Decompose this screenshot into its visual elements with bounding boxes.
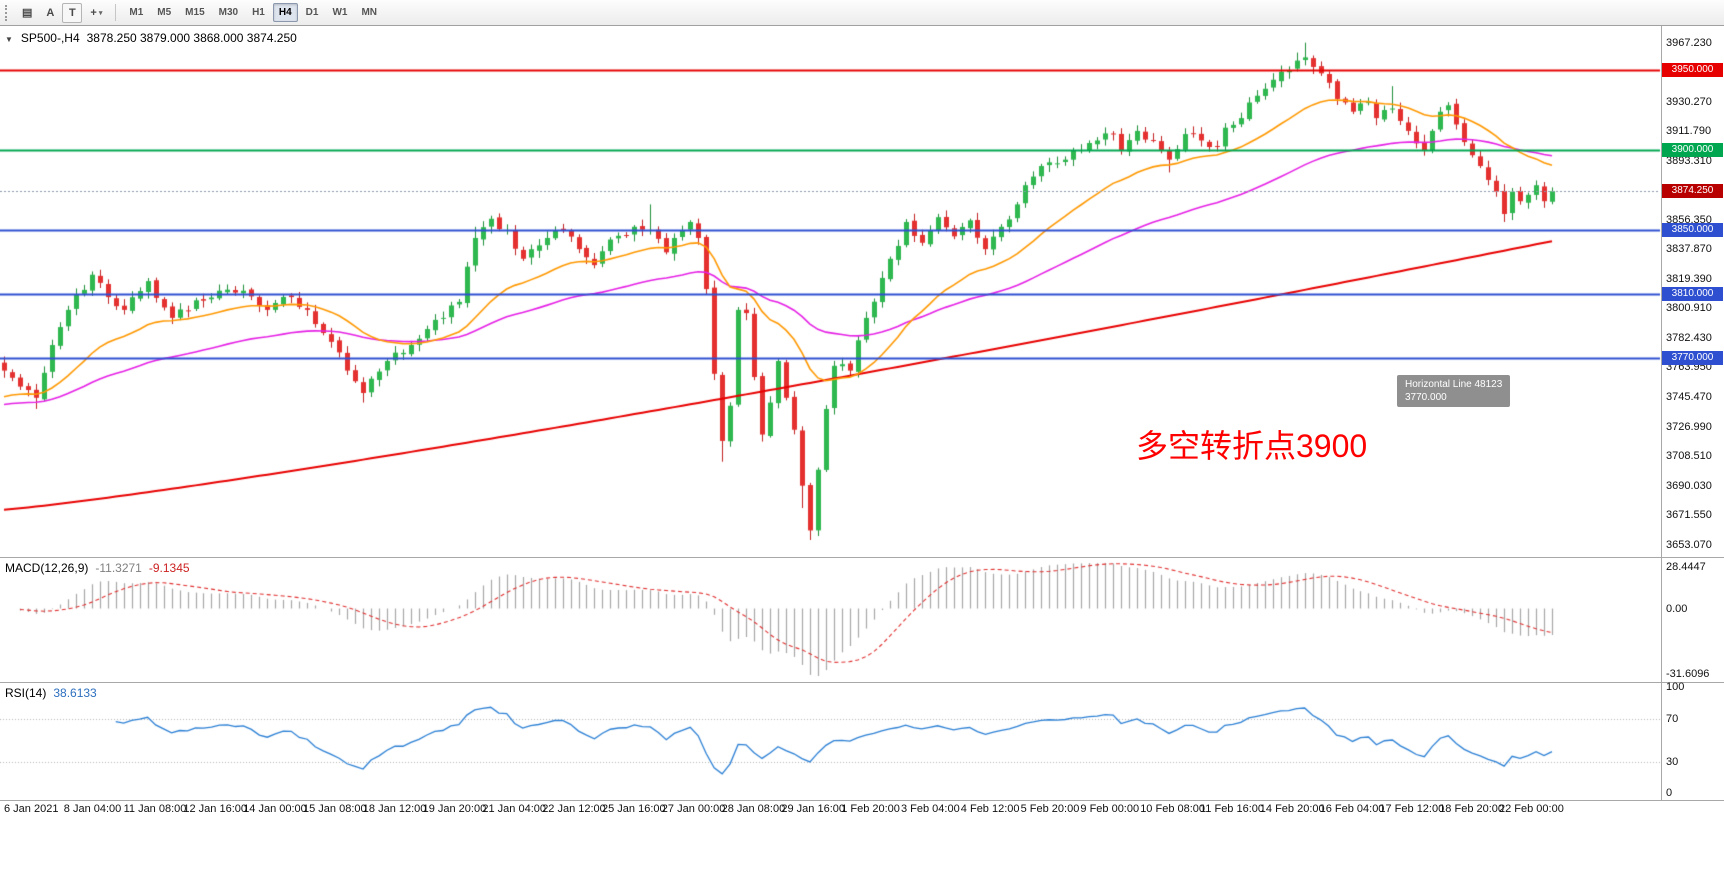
timeframe-m30-button[interactable]: M30 — [213, 3, 244, 22]
timeframe-m15-button[interactable]: M15 — [179, 3, 210, 22]
pane-divider-macd[interactable] — [0, 557, 1724, 558]
timeframe-h1-button[interactable]: H1 — [246, 3, 271, 22]
chevron-down-icon: ▾ — [98, 9, 103, 17]
toolbar-separator — [115, 4, 117, 21]
rsi-header: RSI(14) 38.6133 — [5, 686, 97, 700]
macd-header: MACD(12,26,9) -11.3271 -9.1345 — [5, 561, 190, 575]
timeframe-h4-button[interactable]: H4 — [272, 3, 298, 22]
price-scale-divider — [1661, 26, 1662, 800]
text-box-icon[interactable]: T — [62, 2, 83, 23]
cursor-tool-dropdown[interactable]: + ▾ — [84, 3, 108, 23]
object-tooltip: Horizontal Line 48123 3770.000 — [1397, 375, 1511, 407]
price-level-badge-3810: 3810.000 — [1662, 286, 1723, 301]
timeframe-m5-button[interactable]: M5 — [151, 3, 177, 22]
price-level-badge-3850: 3850.000 — [1662, 222, 1723, 237]
main-chart-header: ▼ SP500-,H4 3878.250 3879.000 3868.000 3… — [5, 31, 297, 45]
chart-title: SP500-,H4 — [20, 31, 80, 45]
ohlc-values: 3878.250 3879.000 3868.000 3874.250 — [86, 31, 297, 45]
timeframe-mn-button[interactable]: MN — [355, 3, 383, 22]
toolbar: ▤ A T + ▾ M1 M5 M15 M30 H1 H4 D1 W1 MN — [0, 0, 1724, 26]
cursor-icon: + — [90, 6, 97, 19]
timeframe-d1-button[interactable]: D1 — [300, 3, 325, 22]
macd-label: MACD(12,26,9) — [5, 561, 89, 575]
price-level-badge-3950: 3950.000 — [1662, 63, 1723, 78]
collapse-triangle-icon[interactable]: ▼ — [5, 35, 13, 44]
pane-divider-rsi[interactable] — [0, 682, 1724, 683]
timeframe-m1-button[interactable]: M1 — [123, 3, 149, 22]
toolbar-drag-handle[interactable] — [5, 4, 9, 21]
text-label-icon[interactable]: A — [40, 3, 60, 23]
rsi-label: RSI(14) — [5, 686, 47, 700]
rsi-value: 38.6133 — [53, 686, 97, 700]
timeframe-w1-button[interactable]: W1 — [326, 3, 353, 22]
macd-main-value: -11.3271 — [95, 561, 142, 575]
charts-icon[interactable]: ▤ — [16, 3, 38, 23]
tooltip-value: 3770.000 — [1405, 392, 1447, 403]
price-level-badge-3770: 3770.000 — [1662, 350, 1723, 365]
macd-signal-value: -9.1345 — [148, 561, 190, 575]
time-axis[interactable] — [0, 801, 1660, 818]
tooltip-title: Horizontal Line 48123 — [1405, 379, 1503, 390]
price-level-badge-3900: 3900.000 — [1662, 143, 1723, 158]
pane-divider-time — [0, 800, 1724, 801]
chart-text-annotation[interactable]: 多空转折点3900 — [1136, 428, 1368, 464]
current-price-badge: 3874.250 — [1662, 184, 1723, 199]
